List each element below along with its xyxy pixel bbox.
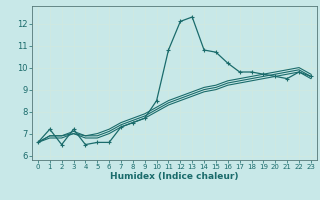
X-axis label: Humidex (Indice chaleur): Humidex (Indice chaleur)	[110, 172, 239, 181]
